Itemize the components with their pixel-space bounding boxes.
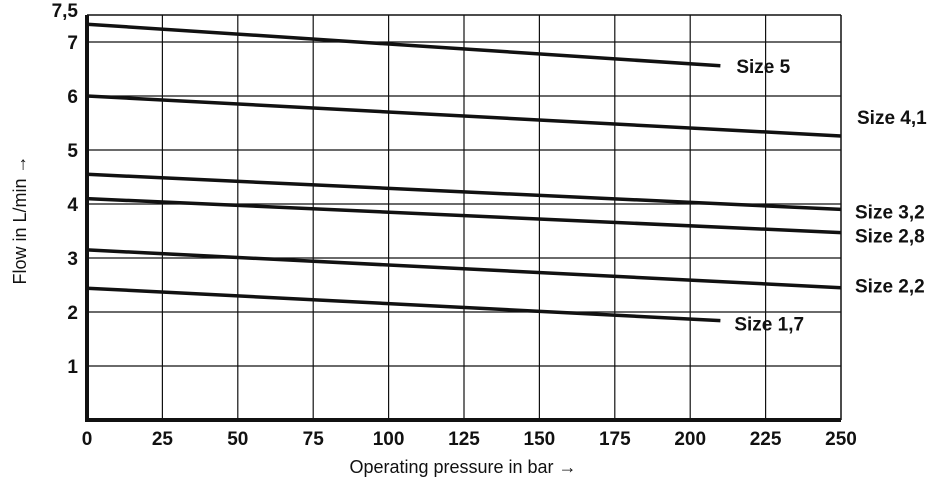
series-label: Size 2,8 — [855, 227, 925, 248]
y-tick-label: 3 — [67, 249, 78, 270]
y-tick-label: 2 — [67, 303, 78, 324]
x-tick-labels: 0 25 50 75 100 125 150 175 200 225 250 — [82, 429, 857, 450]
y-tick-label: 7,5 — [52, 1, 79, 22]
y-tick-label: 6 — [67, 87, 78, 108]
y-tick-label: 4 — [67, 195, 78, 216]
series-labels: Size 5 Size 4,1 Size 3,2 Size 2,8 Size 2,2 Si… — [734, 57, 927, 336]
series-line — [86, 94, 842, 138]
series-label: Size 1,7 — [734, 315, 804, 336]
series-line — [86, 248, 842, 290]
x-tick-label: 25 — [152, 429, 174, 450]
series-line — [86, 22, 721, 68]
series-label: Size 3,2 — [855, 202, 925, 223]
x-tick-label: 75 — [303, 429, 325, 450]
series-lines — [86, 22, 842, 323]
series-label: Size 5 — [736, 57, 790, 78]
x-tick-label: 100 — [373, 429, 405, 450]
series-line — [86, 172, 842, 212]
plot-frame — [85, 14, 842, 422]
grid — [87, 15, 841, 420]
x-tick-label: 225 — [750, 429, 782, 450]
series-label: Size 4,1 — [857, 108, 927, 129]
y-tick-label: 1 — [67, 357, 78, 378]
x-tick-label: 150 — [524, 429, 556, 450]
series-label: Size 2,2 — [855, 277, 925, 298]
y-tick-labels: 1 2 3 4 5 6 7 7,5 — [52, 1, 79, 378]
series-line — [86, 196, 842, 235]
x-tick-label: 175 — [599, 429, 631, 450]
x-tick-label: 0 — [82, 429, 93, 450]
x-tick-label: 125 — [448, 429, 480, 450]
x-tick-label: 200 — [674, 429, 706, 450]
x-axis-label: Operating pressure in bar → — [349, 457, 576, 477]
series-line — [86, 286, 721, 323]
y-tick-label: 5 — [67, 141, 78, 162]
x-tick-label: 50 — [227, 429, 248, 450]
y-tick-label: 7 — [67, 33, 78, 54]
y-axis-label: Flow in L/min → — [10, 155, 30, 284]
x-tick-label: 250 — [825, 429, 857, 450]
